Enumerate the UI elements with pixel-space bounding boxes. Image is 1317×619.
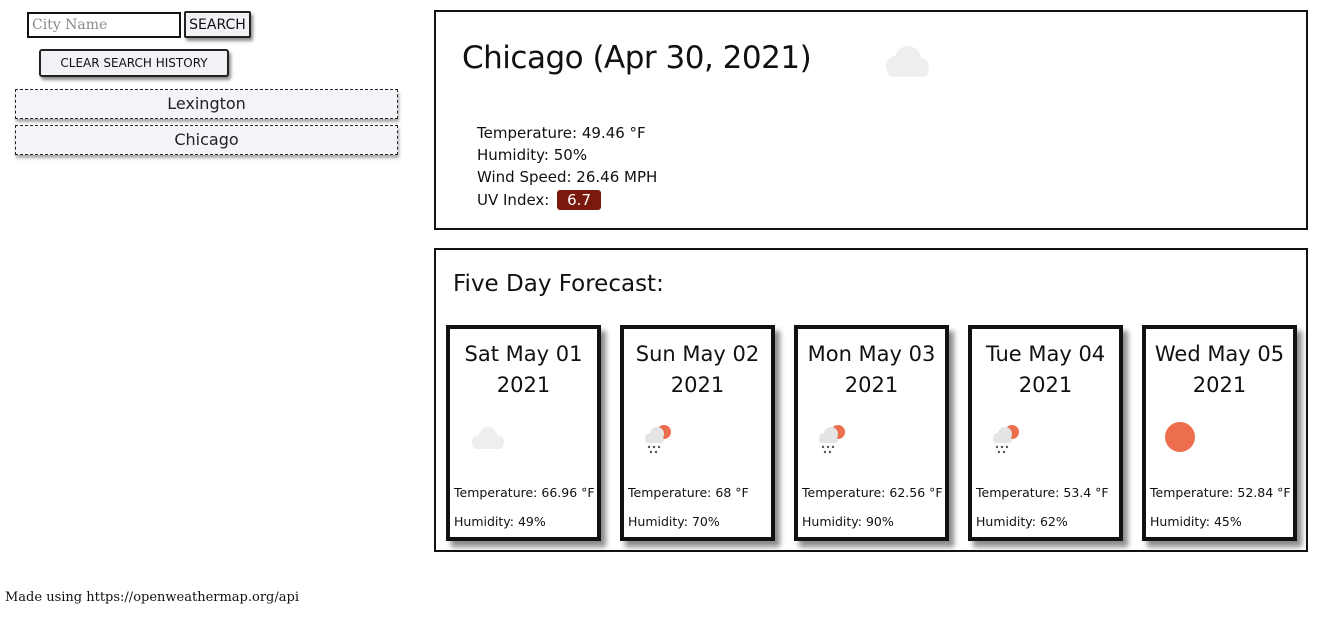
forecast-card: Tue May 04 2021 Temperature: 53.4 °F Hum… [968,325,1123,541]
forecast-year: 2021 [496,373,551,397]
forecast-day: Sat May 01 [464,342,583,366]
forecast-card: Sun May 02 2021 Temperature: 68 °F Humid… [620,325,775,541]
forecast-date: Wed May 05 2021 [1146,339,1293,401]
forecast-temperature: Temperature: 68 °F [628,485,749,500]
search-button[interactable]: SEARCH [184,11,251,38]
rain-sun-icon [993,425,1019,454]
cloud-icon [472,427,504,449]
forecast-date: Tue May 04 2021 [972,339,1119,401]
forecast-card: Mon May 03 2021 Temperature: 62.56 °F Hu… [794,325,949,541]
forecast-day: Wed May 05 [1154,342,1285,366]
uv-index-badge: 6.7 [557,190,601,210]
forecast-temperature: Temperature: 66.96 °F [454,485,595,500]
five-day-forecast-panel: Five Day Forecast: Sat May 01 2021 Tempe… [434,248,1308,552]
current-wind-speed: Wind Speed: 26.46 MPH [477,168,658,186]
forecast-title: Five Day Forecast: [453,271,664,297]
current-temperature: Temperature: 49.46 °F [477,124,646,142]
forecast-year: 2021 [844,373,899,397]
history-item-lexington[interactable]: Lexington [15,89,398,119]
uv-index-label: UV Index: [477,191,550,209]
forecast-temperature: Temperature: 53.4 °F [976,485,1109,500]
current-uv-index: UV Index: 6.7 [477,190,601,210]
city-search-input[interactable] [27,12,181,38]
forecast-day: Mon May 03 [807,342,936,366]
forecast-date: Sun May 02 2021 [624,339,771,401]
current-humidity: Humidity: 50% [477,146,588,164]
forecast-temperature: Temperature: 62.56 °F [802,485,943,500]
forecast-date: Mon May 03 2021 [798,339,945,401]
forecast-year: 2021 [670,373,725,397]
forecast-humidity: Humidity: 70% [628,514,720,529]
forecast-date: Sat May 01 2021 [450,339,597,401]
forecast-card: Wed May 05 2021 Temperature: 52.84 °F Hu… [1142,325,1297,541]
forecast-year: 2021 [1018,373,1073,397]
rain-sun-icon [645,425,671,454]
forecast-humidity: Humidity: 90% [802,514,894,529]
cloud-icon [886,46,929,77]
current-weather-panel: Chicago (Apr 30, 2021) Temperature: 49.4… [434,10,1308,230]
history-item-chicago[interactable]: Chicago [15,125,398,155]
forecast-day: Sun May 02 [635,342,760,366]
rain-sun-icon [819,425,845,454]
forecast-humidity: Humidity: 45% [1150,514,1242,529]
forecast-humidity: Humidity: 49% [454,514,546,529]
footer-credit: Made using https://openweathermap.org/ap… [5,590,299,605]
current-city-title: Chicago (Apr 30, 2021) [462,40,812,76]
forecast-temperature: Temperature: 52.84 °F [1150,485,1291,500]
forecast-year: 2021 [1192,373,1247,397]
forecast-card: Sat May 01 2021 Temperature: 66.96 °F Hu… [446,325,601,541]
clear-search-history-button[interactable]: CLEAR SEARCH HISTORY [39,49,229,77]
forecast-day: Tue May 04 [985,342,1106,366]
forecast-humidity: Humidity: 62% [976,514,1068,529]
sun-icon [1165,422,1195,452]
